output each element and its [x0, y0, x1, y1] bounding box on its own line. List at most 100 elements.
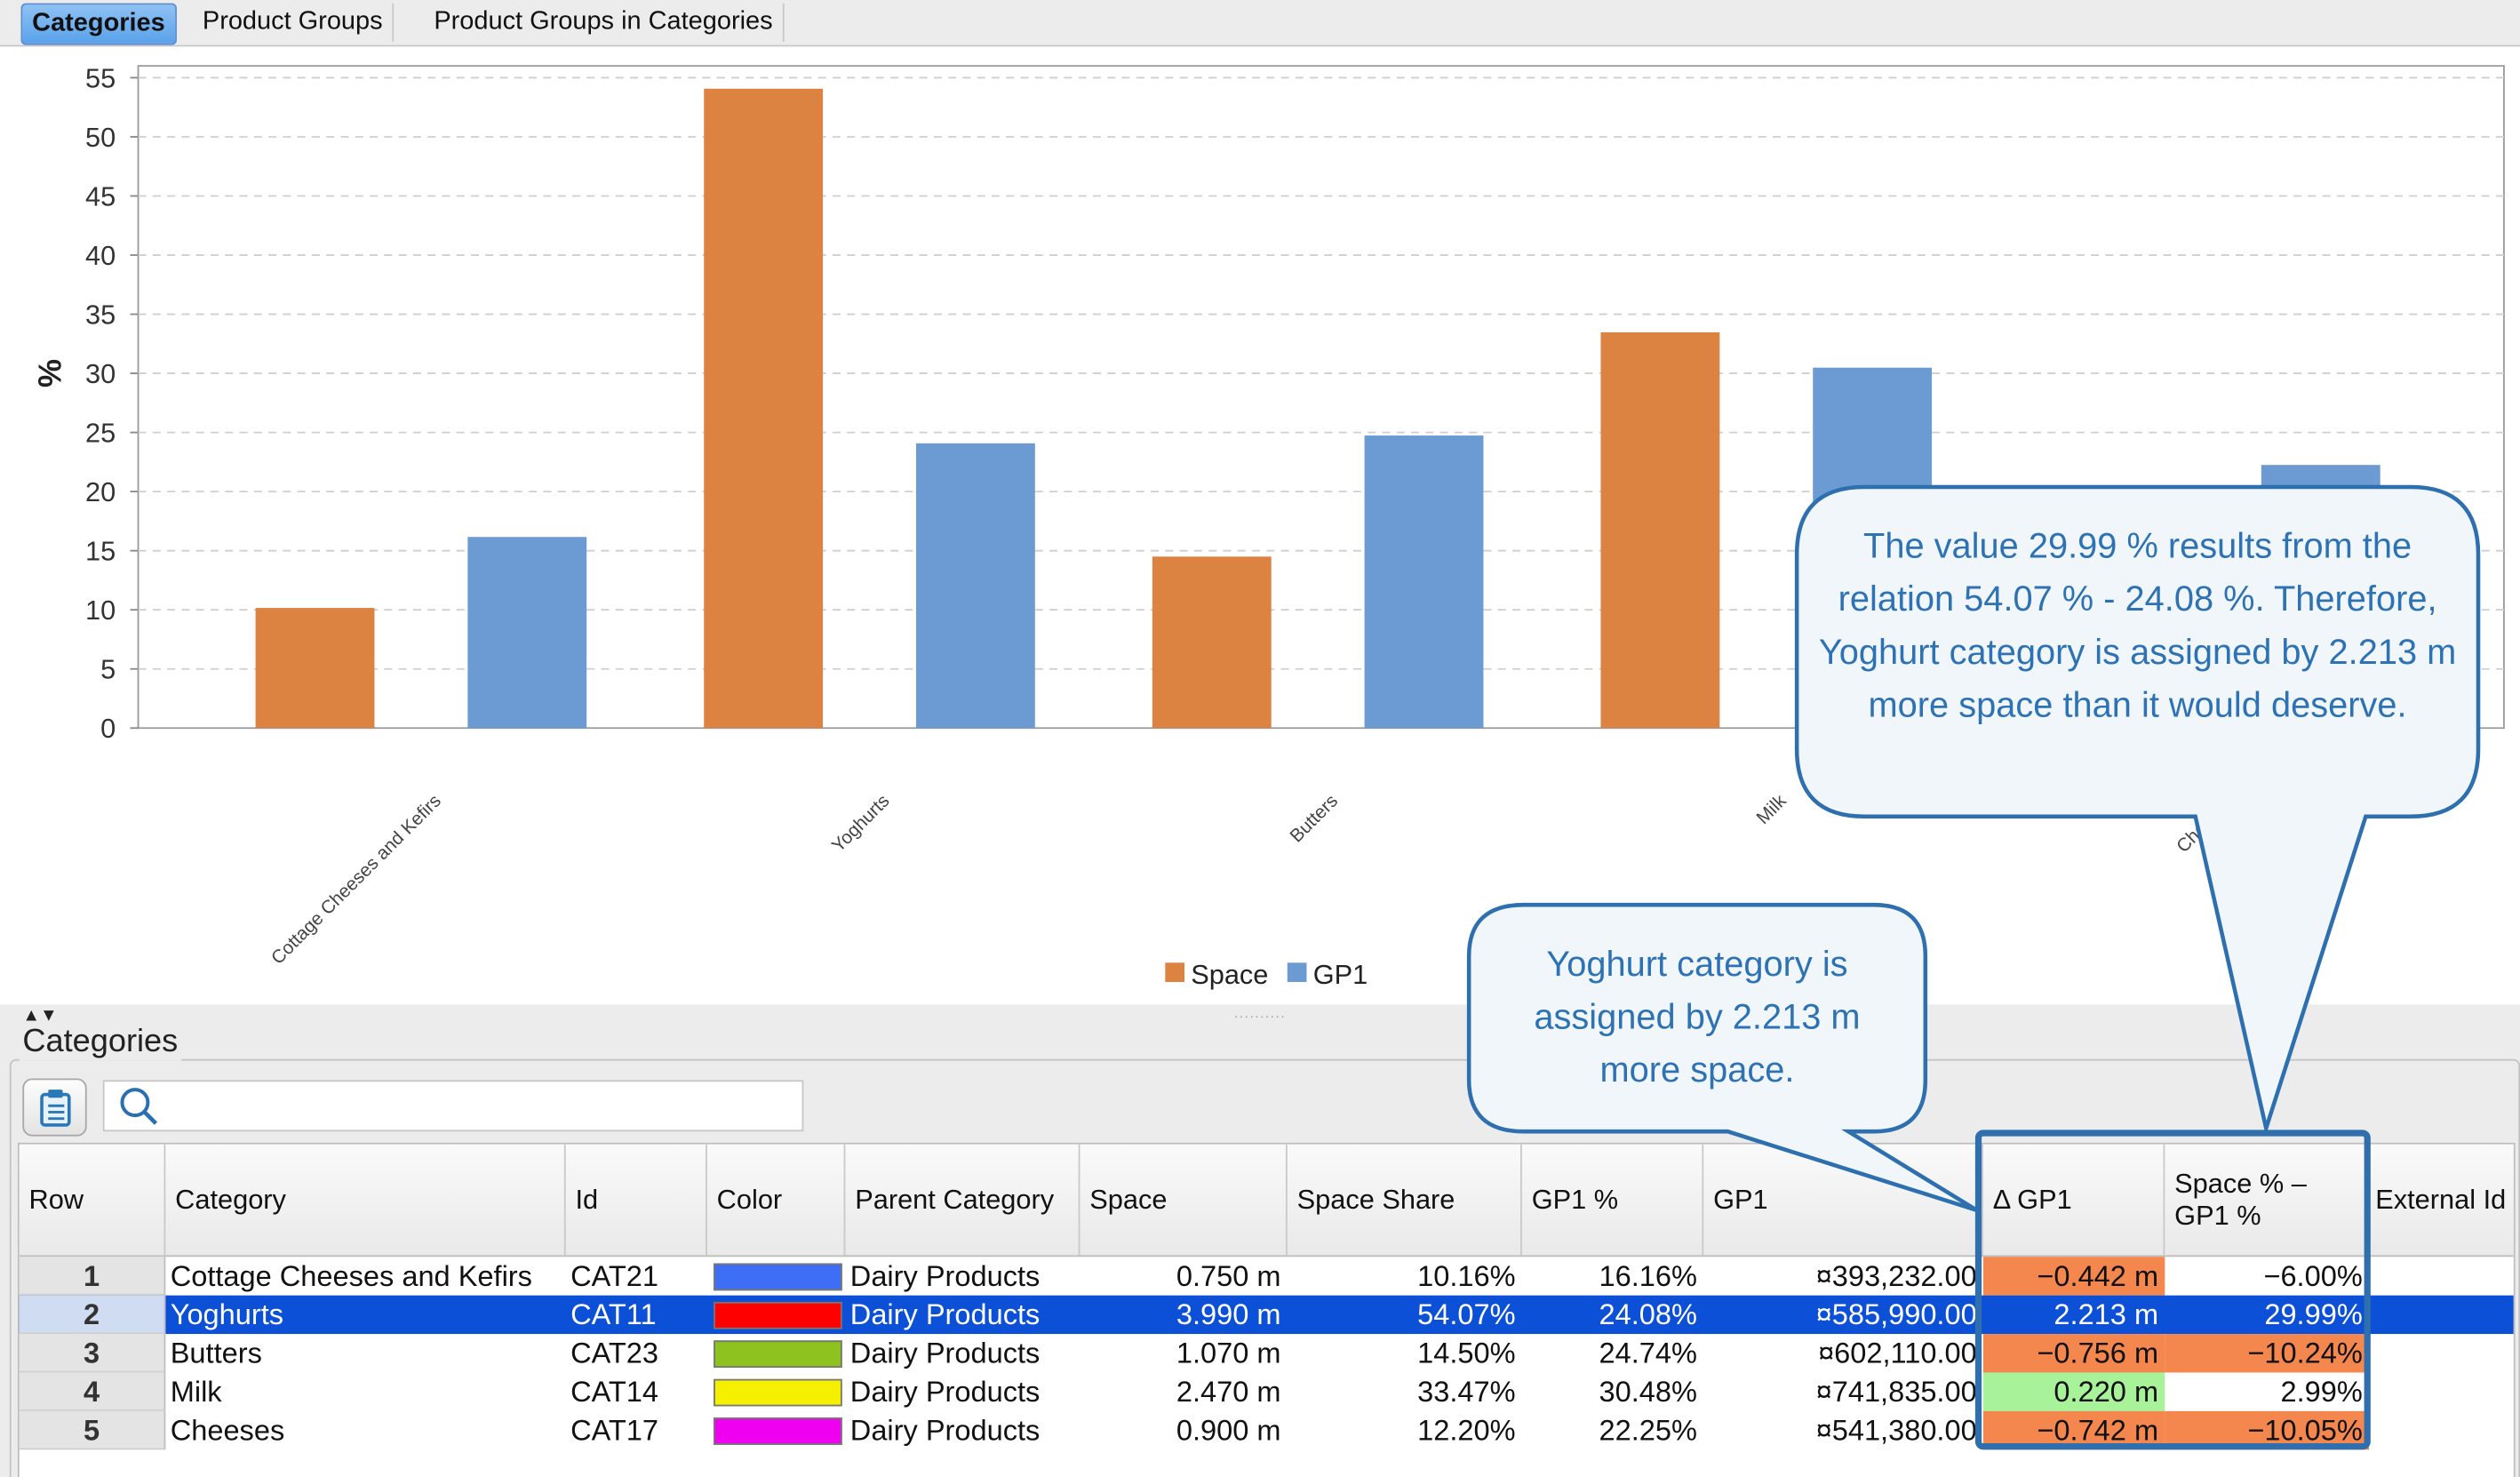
gp1-cell: ¤393,232.00	[1815, 1259, 1977, 1293]
column-header-color[interactable]: Color	[707, 1144, 846, 1256]
external-id-cell	[2369, 1334, 2514, 1372]
y-tick-label: 30	[85, 358, 116, 389]
row-number: 2	[19, 1295, 166, 1335]
categories-table: Row Category Id Color Parent Category Sp…	[17, 1142, 2516, 1477]
space-minus-gp1-cell: −10.24%	[2165, 1334, 2370, 1373]
y-tick-label: 10	[85, 595, 116, 626]
tab-product-groups-in-categories[interactable]: Product Groups in Categories	[424, 3, 785, 43]
id-cell: CAT14	[570, 1376, 659, 1409]
x-tick-label: Yoghurts	[828, 791, 894, 857]
color-cell	[707, 1257, 846, 1295]
y-tick-label: 50	[85, 122, 116, 153]
search-icon	[120, 1088, 158, 1125]
y-tick-label: 45	[85, 180, 116, 212]
legend-label-space: Space	[1191, 959, 1268, 990]
clipboard-list-icon	[40, 1090, 71, 1127]
space-share-cell: 54.07%	[1417, 1298, 1516, 1331]
gp1-pct-cell: 16.16%	[1599, 1259, 1697, 1293]
callout-secondary-text: Yoghurt category is assigned by 2.213 m …	[1534, 943, 1861, 1090]
parent-category-cell: Dairy Products	[849, 1337, 1041, 1369]
column-header-id[interactable]: Id	[566, 1144, 707, 1256]
id-cell: CAT17	[570, 1414, 659, 1447]
search-input[interactable]	[102, 1080, 804, 1132]
category-cell: Butters	[170, 1337, 262, 1369]
y-tick-label: 55	[85, 62, 116, 93]
gp1-pct-cell: 30.48%	[1599, 1376, 1697, 1409]
delta-gp1-cell: 0.220 m	[1982, 1372, 2165, 1411]
gp1-cell: ¤541,380.00	[1815, 1414, 1977, 1447]
color-swatch	[714, 1378, 842, 1407]
gp1-pct-cell: 24.08%	[1599, 1298, 1697, 1331]
y-axis-label: %	[32, 359, 68, 387]
space-minus-gp1-cell: −6.00%	[2263, 1259, 2363, 1293]
delta-gp1-cell: −0.442 m	[1982, 1257, 2165, 1296]
space-cell: 1.070 m	[1176, 1337, 1281, 1369]
table-row[interactable]: 5 Cheeses CAT17 Dairy Products 0.900 m 12.20%…	[19, 1410, 2514, 1450]
column-header-gp1[interactable]: GP1	[1703, 1144, 1983, 1256]
gp1-cell: ¤741,835.00	[1815, 1376, 1977, 1409]
row-number: 3	[19, 1334, 166, 1373]
gp1-pct-cell: 24.74%	[1599, 1337, 1697, 1369]
column-header-delta-gp1[interactable]: Δ GP1	[1983, 1144, 2165, 1256]
space-minus-gp1-cell: −10.05%	[2165, 1410, 2370, 1450]
space-cell: 0.750 m	[1176, 1259, 1281, 1293]
column-header-category[interactable]: Category	[165, 1144, 566, 1256]
export-list-button[interactable]	[22, 1078, 87, 1137]
splitter-handle[interactable]: ..........	[1234, 1006, 1287, 1021]
color-cell	[707, 1296, 846, 1334]
delta-gp1-cell: −0.756 m	[1982, 1334, 2165, 1373]
color-cell	[707, 1411, 846, 1449]
column-header-space-share[interactable]: Space Share	[1288, 1144, 1522, 1256]
bar-gp1-3	[1364, 435, 1484, 729]
x-tick-label: Cheeses	[2173, 791, 2238, 857]
table-row[interactable]: 3 Butters CAT23 Dairy Products 1.070 m 14.50%…	[19, 1334, 2514, 1373]
callout-main-text: The value 29.99 % results from the relat…	[1818, 525, 2457, 725]
bar-space-4	[1600, 331, 1720, 729]
x-tick-label: Butters	[1286, 791, 1342, 847]
column-header-row[interactable]: Row	[20, 1144, 166, 1256]
tab-categories[interactable]: Categories	[20, 3, 177, 45]
y-tick-label: 0	[100, 713, 116, 744]
legend-swatch-gp1	[1287, 962, 1307, 982]
column-header-gp1-pct[interactable]: GP1 %	[1522, 1144, 1704, 1256]
table-header: Row Category Id Color Parent Category Sp…	[19, 1144, 2514, 1257]
table-row[interactable]: 4 Milk CAT14 Dairy Products 2.470 m 33.47% 30.…	[19, 1372, 2514, 1411]
column-header-space[interactable]: Space	[1080, 1144, 1288, 1256]
y-tick-label: 40	[85, 240, 116, 271]
column-header-space-minus-gp1[interactable]: Space % – GP1 %	[2165, 1144, 2370, 1256]
bar-gp1-2	[915, 443, 1035, 729]
external-id-cell	[2369, 1411, 2514, 1449]
external-id-cell	[2369, 1257, 2514, 1295]
delta-gp1-cell: −0.742 m	[1982, 1410, 2165, 1450]
gp1-cell: ¤585,990.00	[1815, 1298, 1977, 1331]
table-row[interactable]: 2 Yoghurts CAT11 Dairy Products 3.990 m 54.07…	[19, 1295, 2514, 1335]
id-cell: CAT11	[570, 1298, 657, 1331]
delta-gp1-cell: 2.213 m	[2053, 1298, 2159, 1331]
bar-gp1-1	[467, 537, 587, 729]
id-cell: CAT21	[570, 1259, 659, 1293]
categories-panel: ▲▼ .......... Categories Row Category	[0, 1006, 2520, 1477]
table-row[interactable]: 1 Cottage Cheeses and Kefirs CAT21 Dairy Pr…	[19, 1257, 2514, 1296]
parent-category-cell: Dairy Products	[849, 1414, 1041, 1447]
row-number: 1	[19, 1257, 166, 1296]
parent-category-cell: Dairy Products	[849, 1259, 1041, 1293]
bar-space-3	[1152, 556, 1272, 729]
categories-group-border	[9, 1058, 2520, 1477]
space-share-cell: 14.50%	[1417, 1337, 1516, 1369]
gp1-cell: ¤602,110.00	[1818, 1337, 1977, 1369]
space-share-cell: 10.16%	[1417, 1259, 1516, 1293]
column-header-parent-category[interactable]: Parent Category	[845, 1144, 1081, 1256]
category-cell: Yoghurts	[170, 1298, 284, 1331]
color-swatch	[714, 1301, 842, 1329]
y-tick-label: 5	[100, 654, 116, 685]
bar-space-2	[704, 88, 824, 729]
row-number: 5	[19, 1410, 166, 1450]
panel-title: Categories	[19, 1024, 181, 1061]
tab-product-groups[interactable]: Product Groups	[193, 3, 395, 43]
column-header-external-id[interactable]: External Id	[2375, 1183, 2507, 1215]
y-tick-label: 25	[85, 417, 116, 448]
collapse-arrows-icon[interactable]: ▲▼	[22, 1006, 58, 1026]
legend-swatch-space	[1165, 962, 1185, 982]
x-tick-label: Cottage Cheeses and Kefirs	[267, 791, 445, 969]
